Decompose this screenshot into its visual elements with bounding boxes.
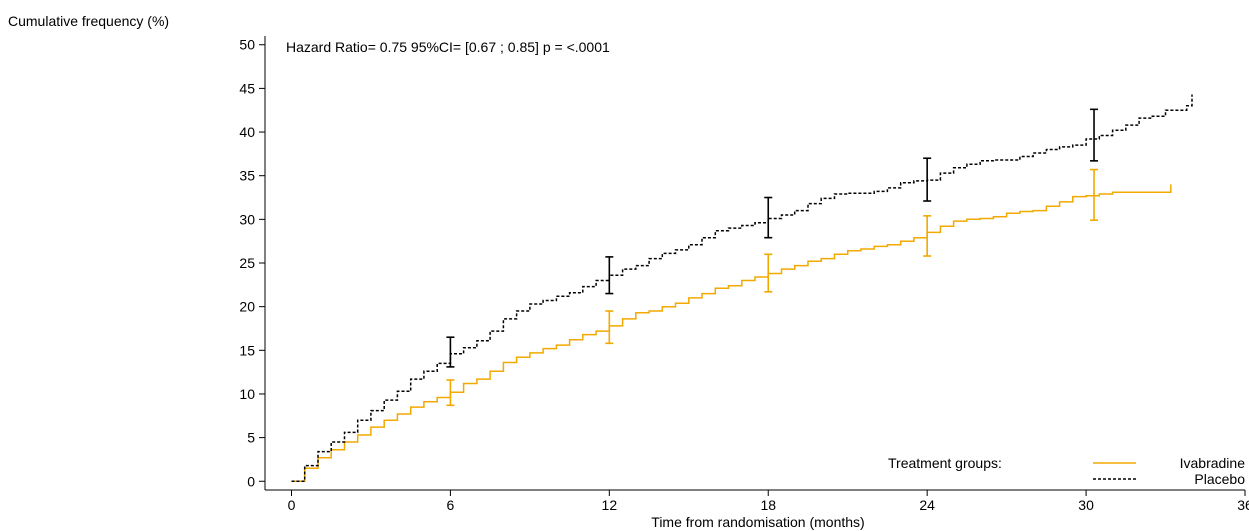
x-tick-label: 6	[447, 497, 455, 513]
legend-title: Treatment groups:	[888, 455, 1002, 471]
x-tick-label: 36	[1237, 497, 1249, 513]
x-tick-label: 24	[919, 497, 935, 513]
plot-frame-group	[264, 36, 1245, 491]
legend-label-ivabradine: Ivabradine	[1180, 455, 1246, 471]
y-axis-title: Cumulative frequency (%)	[8, 13, 169, 29]
y-tick-label: 45	[239, 80, 255, 96]
x-tick-label: 18	[760, 497, 776, 513]
y-tick-label: 20	[239, 299, 255, 315]
error-bars	[446, 108, 1099, 407]
x-axis: 0 6 12 18 24 30 36	[288, 490, 1249, 513]
y-tick-label: 40	[239, 124, 255, 140]
x-tick-label: 0	[288, 497, 296, 513]
y-tick-label: 0	[247, 473, 255, 489]
y-axis: 0 5 10 15 20 25 30 35 40 45 50	[239, 37, 265, 489]
y-tick-label: 50	[239, 37, 255, 53]
hazard-ratio-annotation: Hazard Ratio= 0.75 95%CI= [0.67 ; 0.85] …	[286, 39, 610, 55]
y-tick-label: 35	[239, 168, 255, 184]
series-line-ivabradine	[291, 184, 1172, 483]
x-axis-title: Time from randomisation (months)	[651, 514, 864, 530]
y-tick-label: 5	[247, 430, 255, 446]
y-tick-label: 25	[239, 255, 255, 271]
series-lines	[291, 94, 1193, 483]
y-tick-label: 10	[239, 386, 255, 402]
y-tick-label: 30	[239, 211, 255, 227]
y-tick-label: 15	[239, 342, 255, 358]
x-tick-label: 12	[602, 497, 618, 513]
x-tick-label: 30	[1078, 497, 1094, 513]
legend-label-placebo: Placebo	[1194, 471, 1245, 487]
series-line-placebo	[291, 94, 1193, 483]
